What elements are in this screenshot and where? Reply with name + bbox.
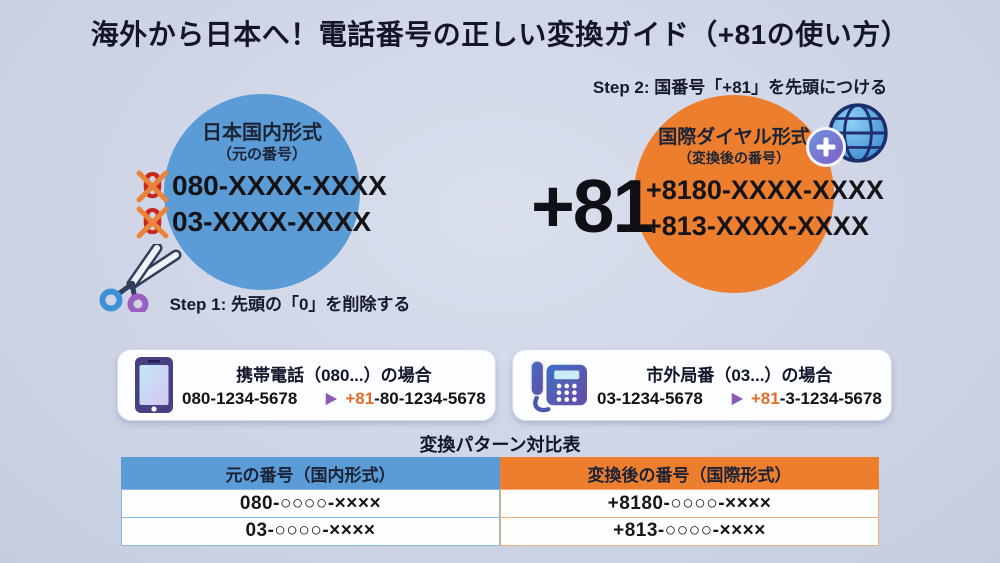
table-cell-international: +813-○○○○-×××× [500,516,879,546]
example-card-mobile: 携帯電話（080...）の場合 080-1234-5678 +81-80-1 [117,349,496,421]
table-title: 変換パターン対比表 [419,435,581,455]
conversion-table: 元の番号（国内形式） 変換後の番号（国際形式） 080-○○○○-×××× +8… [121,457,879,546]
plus-badge-icon [804,125,848,174]
country-code-big: +81 [531,164,654,248]
example-to-number: +81-3-1234-5678 [751,389,882,409]
crossed-zero-icon: 0 [135,201,170,243]
example-card-landline: 市外局番（03...）の場合 03-1234-5678 +81-3-1234 [512,349,892,421]
example-to-rest: -80-1234-5678 [374,389,486,408]
domestic-format-sublabel: （元の番号） [216,146,307,163]
example-card-body: 携帯電話（080...）の場合 080-1234-5678 +81-80-1 [182,361,486,409]
domestic-number: 03-XXXX-XXXX [172,206,372,237]
example-from-number: 03-1234-5678 [597,389,703,408]
domestic-number: 080-XXXX-XXXX [172,170,387,201]
scissors-icon [96,242,184,317]
table-cell-domestic: 080-○○○○-×××× [121,489,500,518]
step1-label: Step 1: 先頭の「0」を削除する [169,295,411,314]
example-from-number: 080-1234-5678 [182,389,298,408]
international-format-sublabel: （変換後の番号） [678,150,790,166]
table-cell-domestic: 03-○○○○-×××× [121,516,500,546]
domestic-format-label: 日本国内形式 [202,122,322,144]
international-format-label: 国際ダイヤル形式 [658,127,810,148]
example-to-rest: -3-1234-5678 [779,389,882,408]
example-title: 携帯電話（080...）の場合 [236,366,432,385]
example-to-number: +81-80-1234-5678 [345,389,485,409]
table-header-international: 変換後の番号（国際形式） [500,457,879,489]
example-conversion: 080-1234-5678 +81-80-1234-5678 [182,389,486,409]
step2-label: Step 2: 国番号「+81」を先頭につける [592,78,888,97]
table-header-domestic: 元の番号（国内形式） [121,457,500,489]
domestic-circle: 日本国内形式 （元の番号） [164,94,360,290]
example-card-body: 市外局番（03...）の場合 03-1234-5678 +81-3-1234 [597,361,882,409]
table-cell-international: +8180-○○○○-×××× [500,489,879,518]
desk-phone-icon [527,357,591,413]
country-code-highlight: +81 [345,389,375,408]
international-number: +813-XXXX-XXXX [646,211,869,241]
crossed-zero-icon: 0 [135,165,170,207]
international-number: +8180-XXXX-XXXX [646,175,884,205]
page-title: 海外から日本へ！電話番号の正しい変換ガイド（+81の使い方） [90,19,910,50]
country-code-highlight: +81 [750,389,780,408]
domestic-number-row: 0 03-XXXX-XXXX [135,201,372,243]
conversion-arrow-icon [304,391,338,407]
conversion-arrow-icon [709,391,744,407]
example-title: 市外局番（03...）の場合 [646,366,833,385]
domestic-number-row: 0 080-XXXX-XXXX [135,165,387,207]
international-circle: 国際ダイヤル形式 （変換後の番号） [634,95,834,293]
smartphone-icon [132,356,176,414]
example-conversion: 03-1234-5678 +81-3-1234-5678 [597,389,882,409]
